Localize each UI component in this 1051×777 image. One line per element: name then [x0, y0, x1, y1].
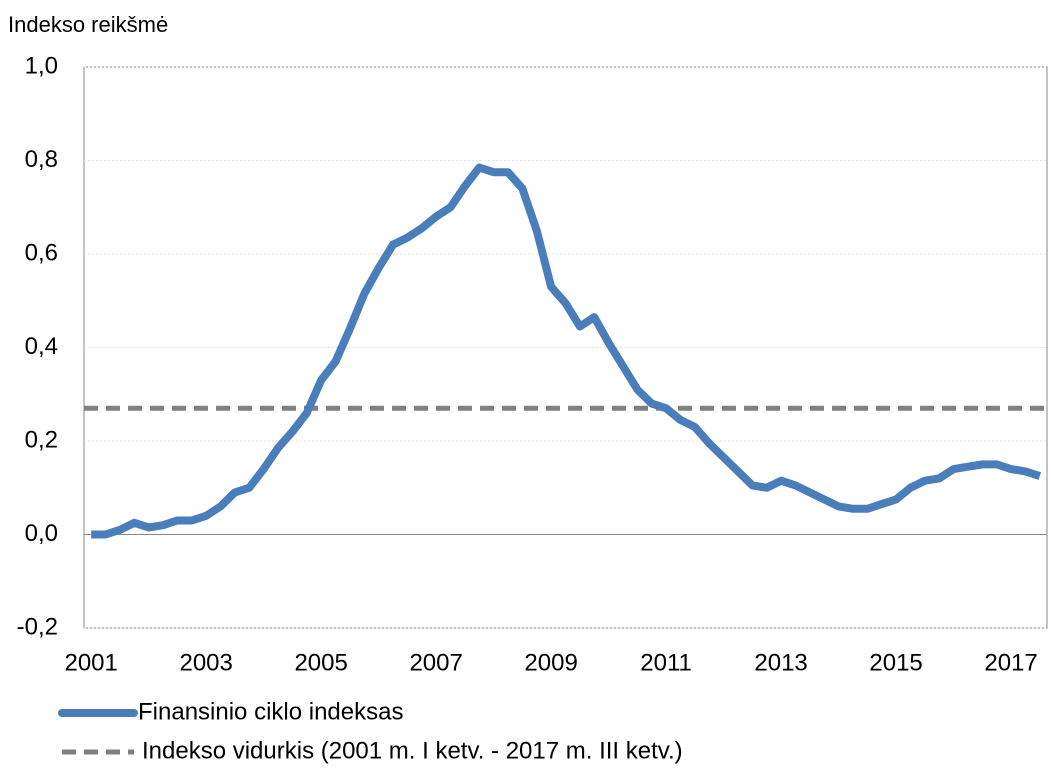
y-tick-label: 0,0 [25, 520, 58, 547]
data-line [91, 163, 1042, 539]
x-tick-label: 2013 [754, 649, 807, 676]
y-tick-label: -0,2 [17, 613, 58, 640]
legend-label: Finansinio ciklo indeksas [138, 698, 403, 725]
y-tick-label: 0,2 [25, 426, 58, 453]
y-axis-title: Indekso reikšmė [8, 12, 168, 37]
y-tick-label: 0,6 [25, 239, 58, 266]
x-tick-label: 2003 [179, 649, 232, 676]
legend-label: Indekso vidurkis (2001 m. I ketv. - 2017… [142, 737, 683, 764]
x-tick-label: 2011 [640, 649, 692, 676]
x-tick-label: 2009 [524, 649, 577, 676]
y-tick-label: 0,8 [25, 146, 58, 173]
x-tick-label: 2007 [409, 649, 462, 676]
y-tick-label: 0,4 [25, 333, 58, 360]
x-tick-label: 2017 [984, 649, 1037, 676]
x-tick-label: 2001 [64, 649, 117, 676]
x-tick-label: 2015 [869, 649, 922, 676]
x-tick-label: 2005 [294, 649, 347, 676]
y-tick-label: 1,0 [25, 52, 58, 79]
